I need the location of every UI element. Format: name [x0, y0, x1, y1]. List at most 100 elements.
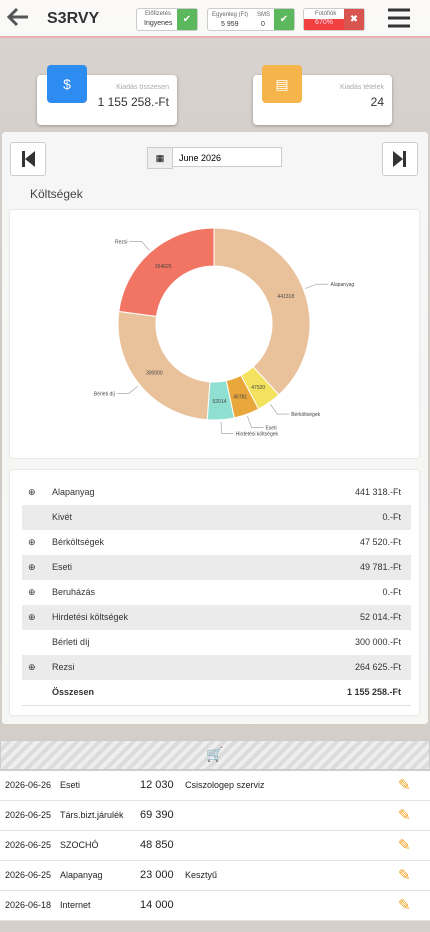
list-row: 2026-06-26 Eseti 12 030 Csiszologep szerviz… — [0, 771, 430, 801]
edit-icon[interactable]: ✎ — [398, 867, 411, 884]
label: Egyenleg (Ft) — [212, 12, 249, 18]
date-input[interactable]: June 2026 — [172, 147, 282, 167]
value: Ingyenes — [144, 20, 173, 27]
zoom-icon: ⊕ — [28, 562, 36, 572]
row-name: Beruházás — [52, 587, 96, 597]
row-name: Hirdetési költségek — [52, 612, 129, 622]
label: Fotófiók — [315, 11, 337, 17]
row-category: Internet — [60, 900, 91, 910]
slice-value: 49781 — [233, 394, 247, 400]
value: 0 — [261, 21, 265, 28]
row-amount: 47 520.-Ft — [359, 537, 401, 547]
edit-icon[interactable]: ✎ — [398, 897, 411, 914]
zoom-icon: ⊕ — [28, 487, 36, 497]
table-row: ⊕ Alapanyag 441 318.-Ft — [22, 480, 411, 506]
prev-button[interactable] — [10, 142, 46, 176]
row-amount: 0.-Ft — [382, 512, 401, 522]
table-row: ⊕ Rezsi 264 625.-Ft — [22, 655, 411, 681]
menu-button[interactable] — [387, 7, 411, 29]
add-bar[interactable]: 🛒 — [0, 740, 430, 770]
items-card: ▤ Kiadás tételek 24 — [253, 65, 392, 125]
row-amount: 49 781.-Ft — [359, 562, 401, 572]
table-row: ⊕ Eseti 49 781.-Ft — [22, 555, 411, 581]
card-label: Kiadás tételek — [340, 84, 384, 91]
leader-line — [247, 416, 264, 428]
value: 670% — [304, 19, 344, 30]
row-category: Eseti — [60, 780, 81, 790]
ok-icon: ✔ — [274, 9, 294, 30]
card-value: 1 155 258.-Ft — [97, 95, 169, 109]
close-icon: ✖ — [344, 9, 364, 30]
row-amount: 14 000 — [140, 899, 174, 911]
row-note: Csiszologep szerviz — [185, 780, 265, 790]
donut-chart: 441318 Alapanyag 47520 Bérköltségek 49781 Ese… — [94, 227, 355, 438]
row-category: Alapanyag — [60, 870, 103, 880]
row-amount: 1 155 258.-Ft — [346, 687, 401, 697]
label: Előfizetés — [145, 11, 172, 17]
leader-line — [305, 283, 329, 289]
edit-icon[interactable]: ✎ — [398, 777, 411, 794]
total-card: $ Kiadás összesen 1 155 258.-Ft — [37, 65, 177, 125]
slice-value: 52014 — [212, 399, 226, 405]
leader-line — [116, 385, 139, 394]
edit-icon[interactable]: ✎ — [398, 837, 411, 854]
slice-label: Eseti — [265, 425, 276, 431]
slice-value: 300000 — [146, 371, 163, 377]
slice-value: 441318 — [277, 294, 294, 300]
cart-icon: 🛒 — [206, 746, 224, 762]
list-row: 2026-06-25 Társ.bizt.járulék 69 390 ✎ — [0, 801, 430, 831]
balance-pill[interactable]: Egyenleg (Ft) 5 959 SMS 0 ✔ — [207, 8, 295, 31]
brand: S3RVY — [47, 10, 100, 27]
row-category: Társ.bizt.járulék — [60, 810, 124, 820]
label: SMS — [257, 12, 271, 18]
row-name: Eseti — [52, 562, 73, 572]
card-label: Kiadás összesen — [116, 84, 169, 91]
row-name: Kivét — [52, 512, 73, 522]
table-row: ⊕ Hirdetési költségek 52 014.-Ft — [22, 605, 411, 631]
row-date: 2026-06-25 — [5, 870, 52, 880]
table-row: ⊕ Beruházás 0.-Ft — [22, 580, 411, 606]
table-row: Összesen 1 155 258.-Ft — [22, 680, 411, 706]
subscription-pill[interactable]: Előfizetés Ingyenes ✔ — [136, 8, 198, 31]
photos-pill[interactable]: Fotófiók 670% ✖ — [303, 8, 365, 31]
chart-box: 441318 Alapanyag 47520 Bérköltségek 49781 Ese… — [10, 210, 419, 458]
donut-slice — [118, 227, 215, 317]
table-row: ⊕ Bérköltségek 47 520.-Ft — [22, 530, 411, 556]
list-row: 2026-06-25 Alapanyag 23 000 Kesztyű ✎ — [0, 861, 430, 891]
leader-line — [270, 404, 290, 415]
ok-icon: ✔ — [177, 9, 197, 30]
slice-label: Alapanyag — [331, 282, 355, 288]
value: 5 959 — [221, 21, 239, 28]
row-amount: 48 850 — [140, 839, 174, 851]
header: S3RVY Előfizetés Ingyenes ✔ Egyenleg (Ft) 5… — [0, 0, 430, 38]
row-name: Bérköltségek — [52, 537, 105, 547]
row-note: Kesztyű — [185, 870, 218, 880]
slice-label: Rezsi — [115, 239, 128, 245]
card-value: 24 — [370, 95, 384, 109]
donut-slice — [213, 227, 311, 396]
icon: $ — [47, 65, 87, 103]
row-amount: 23 000 — [140, 869, 174, 881]
calendar-icon: ▦ — [147, 147, 173, 169]
row-amount: 441 318.-Ft — [354, 487, 401, 497]
zoom-icon: ⊕ — [28, 587, 36, 597]
back-button[interactable] — [4, 6, 30, 28]
main-panel: ▦ June 2026 Költségek 441318 Alapanyag 475… — [2, 132, 428, 724]
row-amount: 69 390 — [140, 809, 174, 821]
donut-slice — [117, 310, 211, 421]
next-button[interactable] — [382, 142, 418, 176]
edit-icon[interactable]: ✎ — [398, 807, 411, 824]
row-amount: 0.-Ft — [382, 587, 401, 597]
leader-line — [220, 421, 234, 435]
row-date: 2026-06-25 — [5, 840, 52, 850]
row-amount: 264 625.-Ft — [354, 662, 401, 672]
zoom-icon: ⊕ — [28, 662, 36, 672]
slice-label: Bérköltségek — [291, 412, 320, 418]
leader-line — [129, 240, 150, 251]
date: June 2026 — [179, 153, 222, 163]
zoom-icon: ⊕ — [28, 537, 36, 547]
table-row: Kivét 0.-Ft — [22, 505, 411, 531]
table-row: Bérleti díj 300 000.-Ft — [22, 630, 411, 656]
slice-label: Hirdetési költségek — [236, 432, 279, 438]
